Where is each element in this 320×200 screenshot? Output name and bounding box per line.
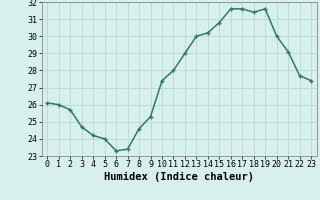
X-axis label: Humidex (Indice chaleur): Humidex (Indice chaleur) [104, 172, 254, 182]
